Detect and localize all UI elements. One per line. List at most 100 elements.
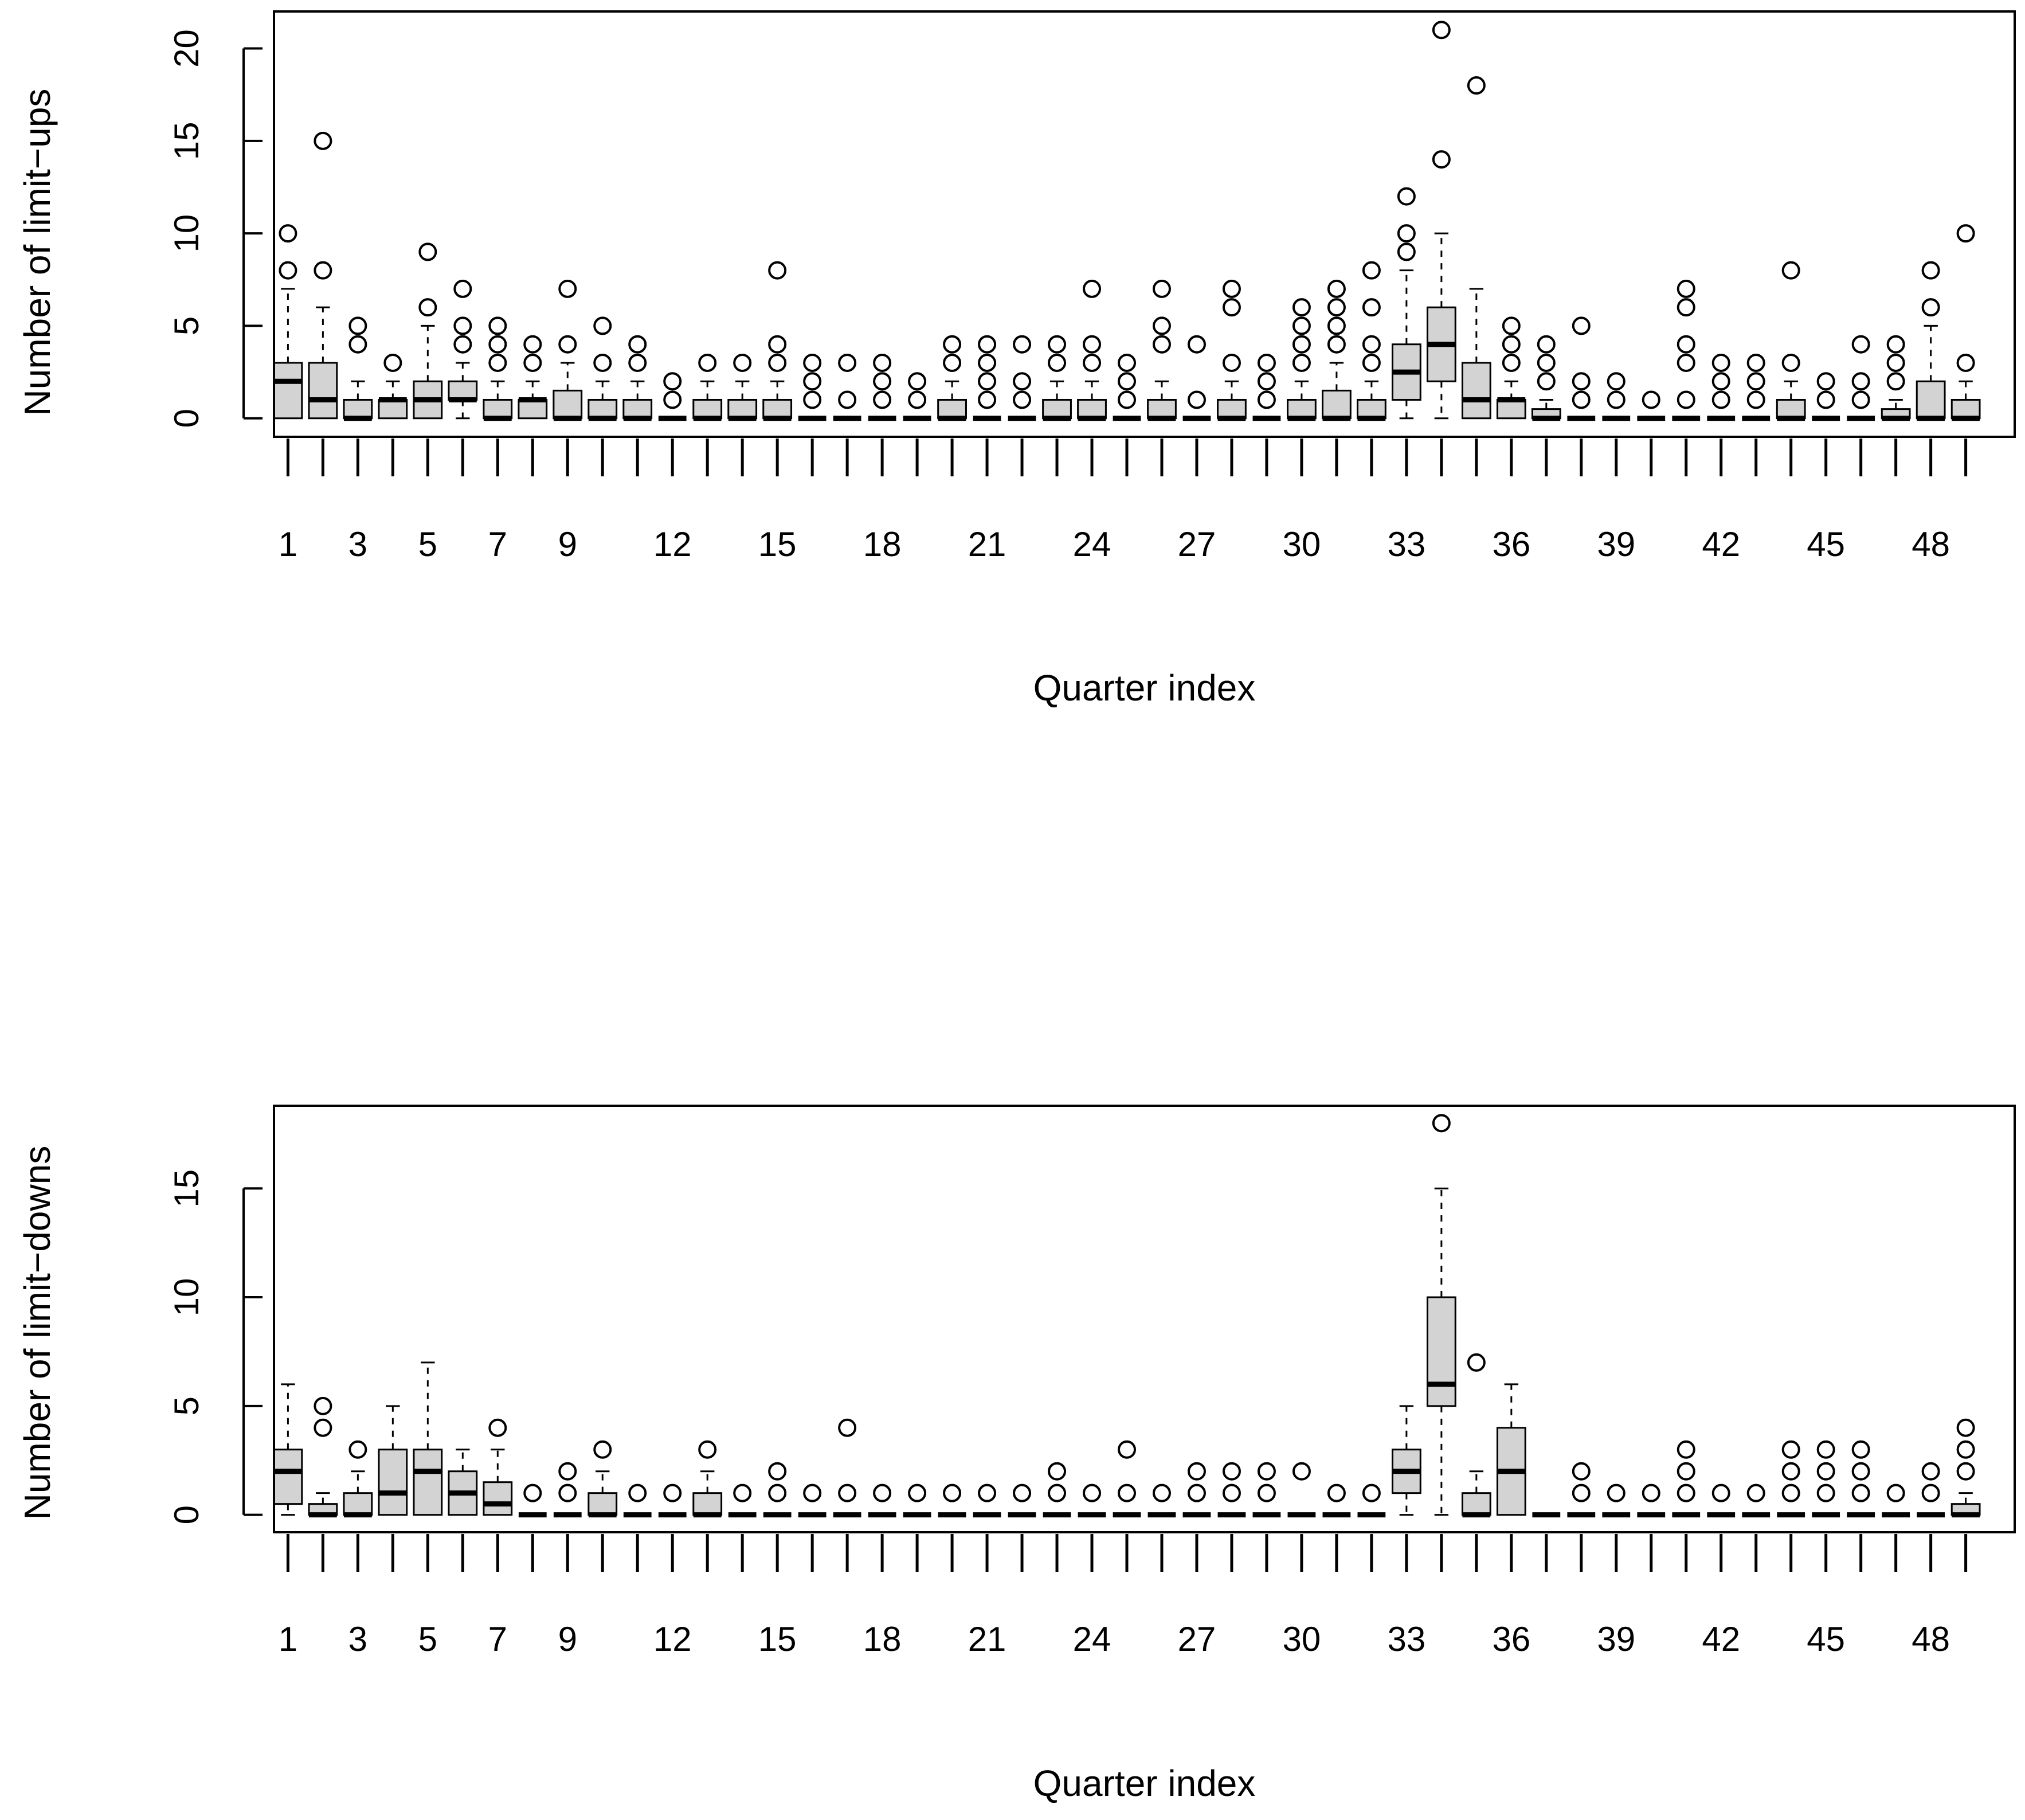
- outlier-point: [1642, 1484, 1660, 1502]
- box-quarter-16: [798, 353, 827, 421]
- outlier-point: [1292, 316, 1311, 335]
- outlier-point: [1886, 1484, 1905, 1502]
- x-tick-label: 39: [1597, 1620, 1635, 1658]
- outlier-point: [1083, 1484, 1102, 1502]
- y-axis-title: Number of limit−ups: [17, 89, 58, 416]
- x-tick-label: 5: [418, 525, 437, 563]
- box-quarter-39: [1602, 1484, 1631, 1518]
- box-body: [622, 398, 653, 420]
- outlier-point: [1257, 372, 1276, 391]
- outlier-point: [1921, 1484, 1940, 1502]
- x-tick-label: 9: [558, 525, 577, 563]
- outlier-point: [1118, 1484, 1137, 1502]
- outlier-point: [1048, 335, 1067, 354]
- x-tick-label: 48: [1912, 1620, 1950, 1658]
- box-quarter-48: [1916, 261, 1946, 421]
- box-quarter-29: [1252, 353, 1281, 421]
- outlier-point: [943, 335, 962, 354]
- box-quarter-43: [1742, 1484, 1771, 1518]
- outlier-point: [1327, 298, 1346, 317]
- outlier-point: [1083, 279, 1102, 298]
- boxplot-panel-1: 0 5 10 15 20 1 3 5 7 9 12 15 18 21 24 27 30 33 36 39 42 45 48 Q…: [17, 10, 2016, 709]
- outlier-point: [418, 298, 437, 317]
- outlier-point: [1292, 335, 1311, 354]
- outlier-point: [558, 335, 577, 354]
- outlier-point: [1781, 1440, 1800, 1459]
- outlier-point: [1083, 335, 1102, 354]
- outlier-point: [558, 1462, 577, 1481]
- outlier-point: [1816, 1484, 1835, 1502]
- x-tick-label: 27: [1178, 1620, 1216, 1658]
- outlier-point: [1362, 335, 1381, 354]
- outlier-point: [943, 1484, 962, 1502]
- box-quarter-21: [973, 335, 1001, 421]
- outlier-point: [1956, 224, 1975, 243]
- outlier-point: [1607, 372, 1626, 391]
- outlier-point: [1222, 1462, 1241, 1481]
- box-quarter-11: [622, 335, 653, 421]
- outlier-point: [1187, 335, 1206, 354]
- box-quarter-36: [1496, 1383, 1526, 1516]
- box-body: [692, 398, 723, 420]
- y-axis-title: Number of limit−downs: [17, 1146, 58, 1520]
- plot-frame: [273, 1105, 2016, 1533]
- outlier-point: [663, 372, 682, 391]
- outlier-point: [1956, 1418, 1975, 1437]
- outlier-point: [1187, 1462, 1206, 1481]
- box-quarter-16: [798, 1484, 827, 1518]
- outlier-point: [803, 353, 822, 372]
- box-quarter-44: [1777, 1440, 1805, 1518]
- box-quarter-28: [1217, 1462, 1246, 1518]
- x-tick-label: 27: [1178, 525, 1216, 563]
- x-tick-label: 33: [1388, 1620, 1426, 1658]
- box-quarter-10: [587, 316, 618, 421]
- outlier-point: [1222, 353, 1241, 372]
- outlier-point: [1537, 335, 1556, 354]
- box-quarter-20: [937, 335, 967, 421]
- box-quarter-24: [1077, 279, 1107, 421]
- outlier-point: [1013, 1484, 1032, 1502]
- outlier-point: [1257, 1484, 1276, 1502]
- box-body: [343, 398, 373, 420]
- box-quarter-17: [833, 353, 861, 421]
- outlier-point: [1187, 1484, 1206, 1502]
- x-tick-label: 39: [1597, 525, 1635, 563]
- outlier-point: [1851, 1462, 1870, 1481]
- outlier-point: [348, 335, 367, 354]
- outlier-point: [593, 353, 612, 372]
- x-axis-title: Quarter index: [1033, 1763, 1256, 1804]
- box-quarter-46: [1847, 335, 1875, 421]
- box-body: [448, 380, 478, 401]
- box-body: [1496, 398, 1526, 420]
- box-quarter-42: [1707, 353, 1736, 421]
- outlier-point: [1572, 372, 1591, 391]
- outlier-point: [943, 353, 962, 372]
- x-tick-label: 21: [968, 525, 1006, 563]
- outlier-point: [1781, 353, 1800, 372]
- box-quarter-4: [378, 1405, 408, 1516]
- box-quarter-48: [1917, 1462, 1945, 1518]
- box-body: [1461, 362, 1491, 420]
- x-tick-label: 3: [348, 525, 367, 563]
- outlier-point: [1467, 1353, 1486, 1372]
- outlier-point: [1118, 390, 1137, 409]
- outlier-point: [488, 1418, 507, 1437]
- box-quarter-15: [763, 1462, 792, 1518]
- box-quarter-36: [1496, 316, 1526, 420]
- outlier-point: [1362, 353, 1381, 372]
- outlier-point: [488, 353, 507, 372]
- outlier-point: [314, 1418, 332, 1437]
- box-quarter-8: [518, 335, 548, 420]
- outlier-point: [1781, 1462, 1800, 1481]
- x-tick-label: 33: [1388, 525, 1426, 563]
- outlier-point: [803, 390, 822, 409]
- outlier-point: [978, 1484, 997, 1502]
- outlier-point: [1677, 1462, 1695, 1481]
- outlier-point: [1502, 335, 1521, 354]
- outlier-point: [1467, 76, 1486, 95]
- box-quarter-25: [1113, 353, 1141, 421]
- outlier-point: [1956, 1440, 1975, 1459]
- outlier-point: [1397, 224, 1416, 243]
- outlier-point: [1257, 390, 1276, 409]
- outlier-point: [593, 1440, 612, 1459]
